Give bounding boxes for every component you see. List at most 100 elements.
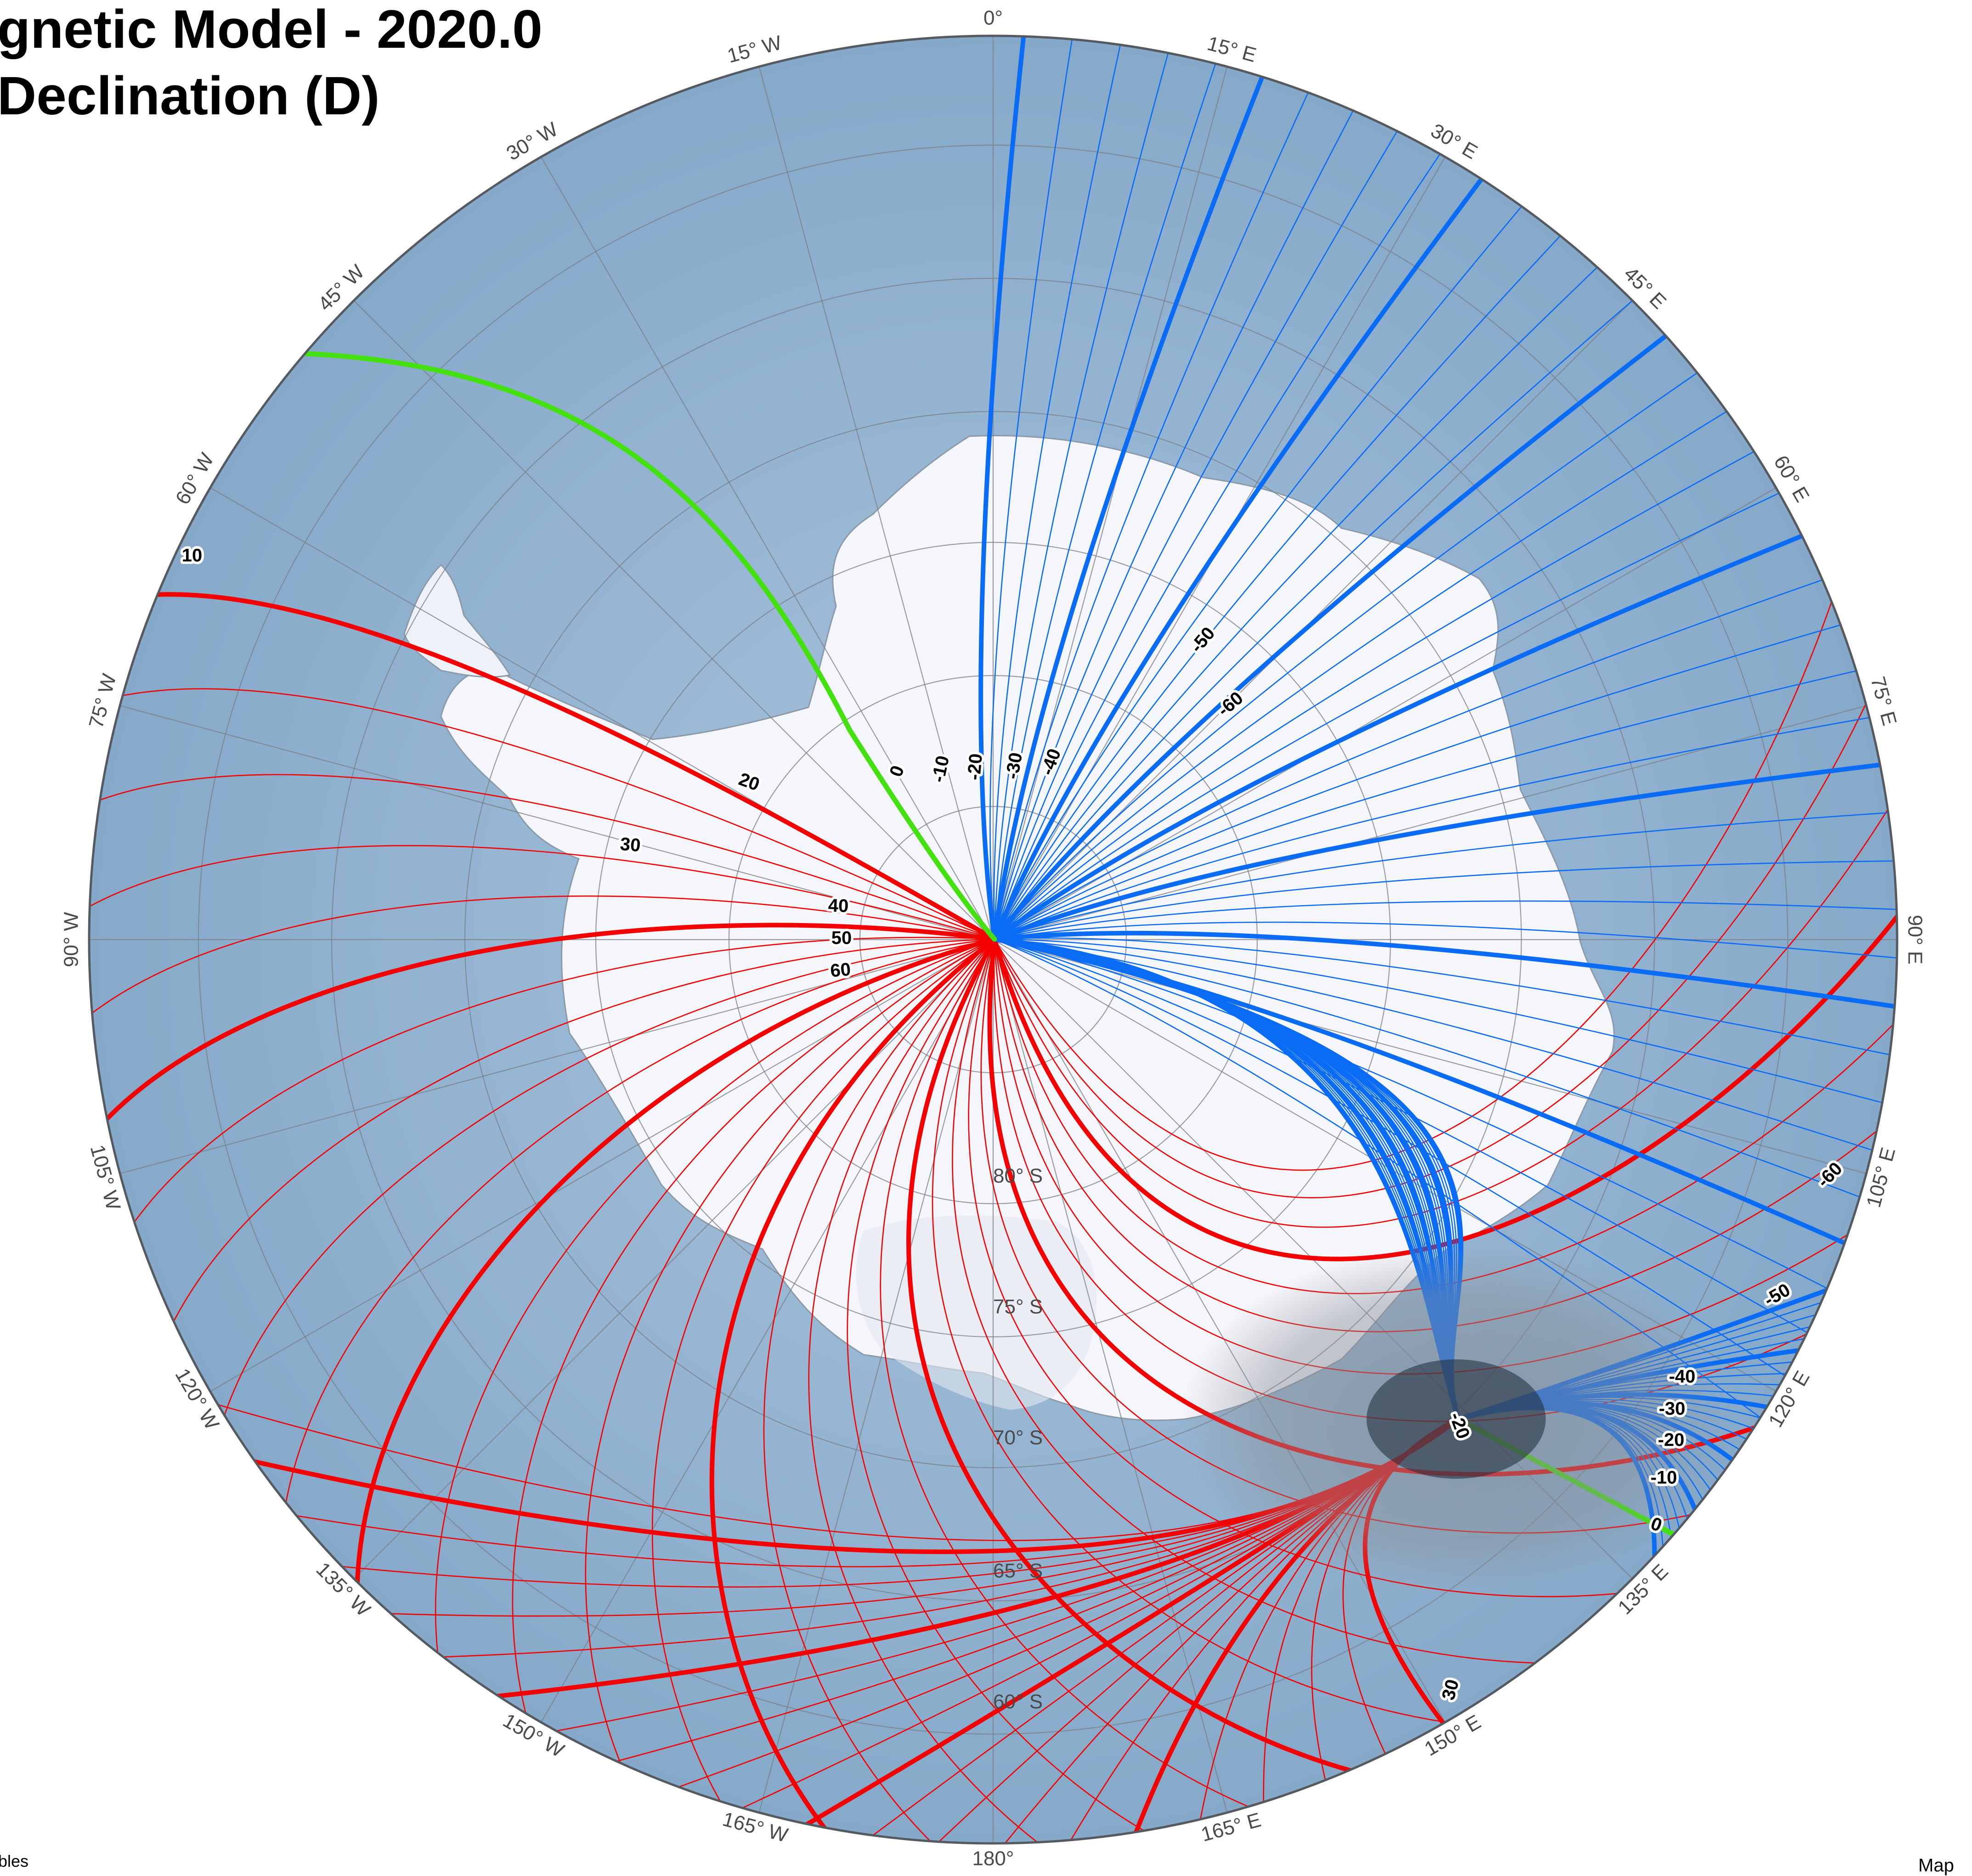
major-contour-line [992, 165, 1493, 941]
major-contour-line [992, 61, 1270, 941]
contour-line [994, 938, 1821, 1341]
major-contour-line [709, 937, 997, 1843]
zero-isogonic-line [303, 351, 997, 942]
contour-line [994, 38, 1173, 940]
meridian-line [119, 939, 994, 1174]
contour-label: -40 [1669, 1367, 1695, 1387]
contour-label: 10 [182, 546, 203, 566]
contour-line [994, 714, 1885, 940]
longitude-label: 90° E [1904, 915, 1926, 964]
contour-line [218, 938, 995, 1435]
meridian-line [541, 157, 994, 940]
contour-line [808, 938, 1057, 1843]
latitude-label: 70° S [993, 1426, 1043, 1449]
ross-ice-shelf [856, 1215, 1097, 1410]
contour-line [847, 938, 1165, 1843]
contour-line [763, 938, 995, 1843]
contour-line [994, 49, 1221, 940]
parallel-line [595, 541, 1391, 1338]
latitude-label: 60° S [993, 1690, 1043, 1713]
major-contour-line [992, 761, 1897, 941]
major-contour-line [992, 930, 1897, 1011]
contour-line [994, 811, 1897, 940]
meridian-line [992, 66, 1228, 940]
longitude-label: 90° W [60, 912, 83, 967]
contour-label: 50 [831, 928, 852, 948]
latitude-label: 65° S [993, 1560, 1043, 1582]
contour-line [435, 938, 995, 1674]
contour-line [994, 403, 1740, 940]
longitude-label: 75° E [1866, 674, 1901, 728]
longitude-label: 180° [972, 1848, 1014, 1870]
contour-line [512, 938, 995, 1735]
contour-line [89, 845, 995, 940]
contour-line [106, 688, 995, 940]
contour-label: -10 [1650, 1468, 1677, 1488]
magnetic-pole-core [1367, 1359, 1546, 1479]
meridian-line [758, 66, 994, 940]
longitude-label: 15° E [1205, 32, 1259, 67]
credit-left: bles [0, 1852, 29, 1870]
contour-line [994, 97, 1361, 940]
map-title: gnetic Model - 2020.0 [0, 0, 542, 60]
contour-line [994, 938, 1887, 1155]
latitude-labels: 80° S 75° S 70° S 65° S 60° S [993, 1165, 1043, 1713]
latitude-label: 75° S [993, 1296, 1043, 1318]
contour-line [994, 938, 1897, 1107]
major-contour-line [139, 592, 997, 941]
contour-line [282, 938, 995, 1523]
contour-line [994, 683, 1876, 1199]
contour-line [165, 938, 995, 1339]
meridian-line [353, 939, 994, 1579]
contour-line [89, 774, 995, 940]
major-contour-line [992, 528, 1818, 941]
contour-line [994, 580, 1840, 1171]
contour-line [993, 36, 1124, 940]
contour-line [123, 936, 995, 1238]
contour-line [994, 667, 1871, 940]
map-frame [88, 34, 1899, 1845]
contour-line [994, 860, 1897, 940]
contour-line [651, 938, 995, 1821]
contour-line [89, 895, 995, 1025]
contour-line [994, 364, 1710, 940]
contour-line [880, 938, 1271, 1816]
antarctic-peninsula [403, 563, 511, 678]
meridian-line [353, 300, 994, 940]
meridian-line [993, 939, 1867, 1174]
contour-line [994, 224, 1571, 940]
contour-line [994, 937, 1897, 1059]
contour-label: 30 [619, 834, 641, 856]
contour-line [994, 574, 1837, 940]
contour-label: -20 [964, 753, 986, 781]
contour-line [994, 194, 1532, 940]
meridian-line [210, 939, 994, 1392]
contour-line [994, 444, 1768, 940]
meridian-line [541, 939, 994, 1723]
map-subtitle: Declination (D) [0, 66, 380, 126]
contour-line [994, 118, 1406, 940]
latitude-label: 80° S [993, 1165, 1043, 1187]
contour-line [994, 921, 1897, 960]
contour-line [994, 256, 1609, 940]
meridian-line [758, 939, 994, 1813]
contour-label: -30 [1659, 1399, 1685, 1419]
contour-line [994, 900, 1897, 940]
parallel-line [728, 675, 1258, 1205]
contour-label: 60 [830, 959, 852, 981]
contour-label: 40 [828, 896, 849, 917]
contour-line [585, 938, 995, 1784]
major-contour-line [978, 36, 1028, 941]
parallel-line [198, 144, 1789, 1735]
contour-label: -20 [1658, 1430, 1684, 1450]
contour-line [994, 290, 1644, 940]
contour-line [994, 938, 1798, 1385]
major-contour-line [92, 923, 997, 1134]
major-contour-line [992, 324, 1680, 941]
contour-line [994, 486, 1793, 940]
credit-right: Map [1918, 1855, 1954, 1876]
contour-line [994, 141, 1449, 940]
contour-line [994, 620, 1855, 940]
contour-line [989, 36, 1075, 940]
